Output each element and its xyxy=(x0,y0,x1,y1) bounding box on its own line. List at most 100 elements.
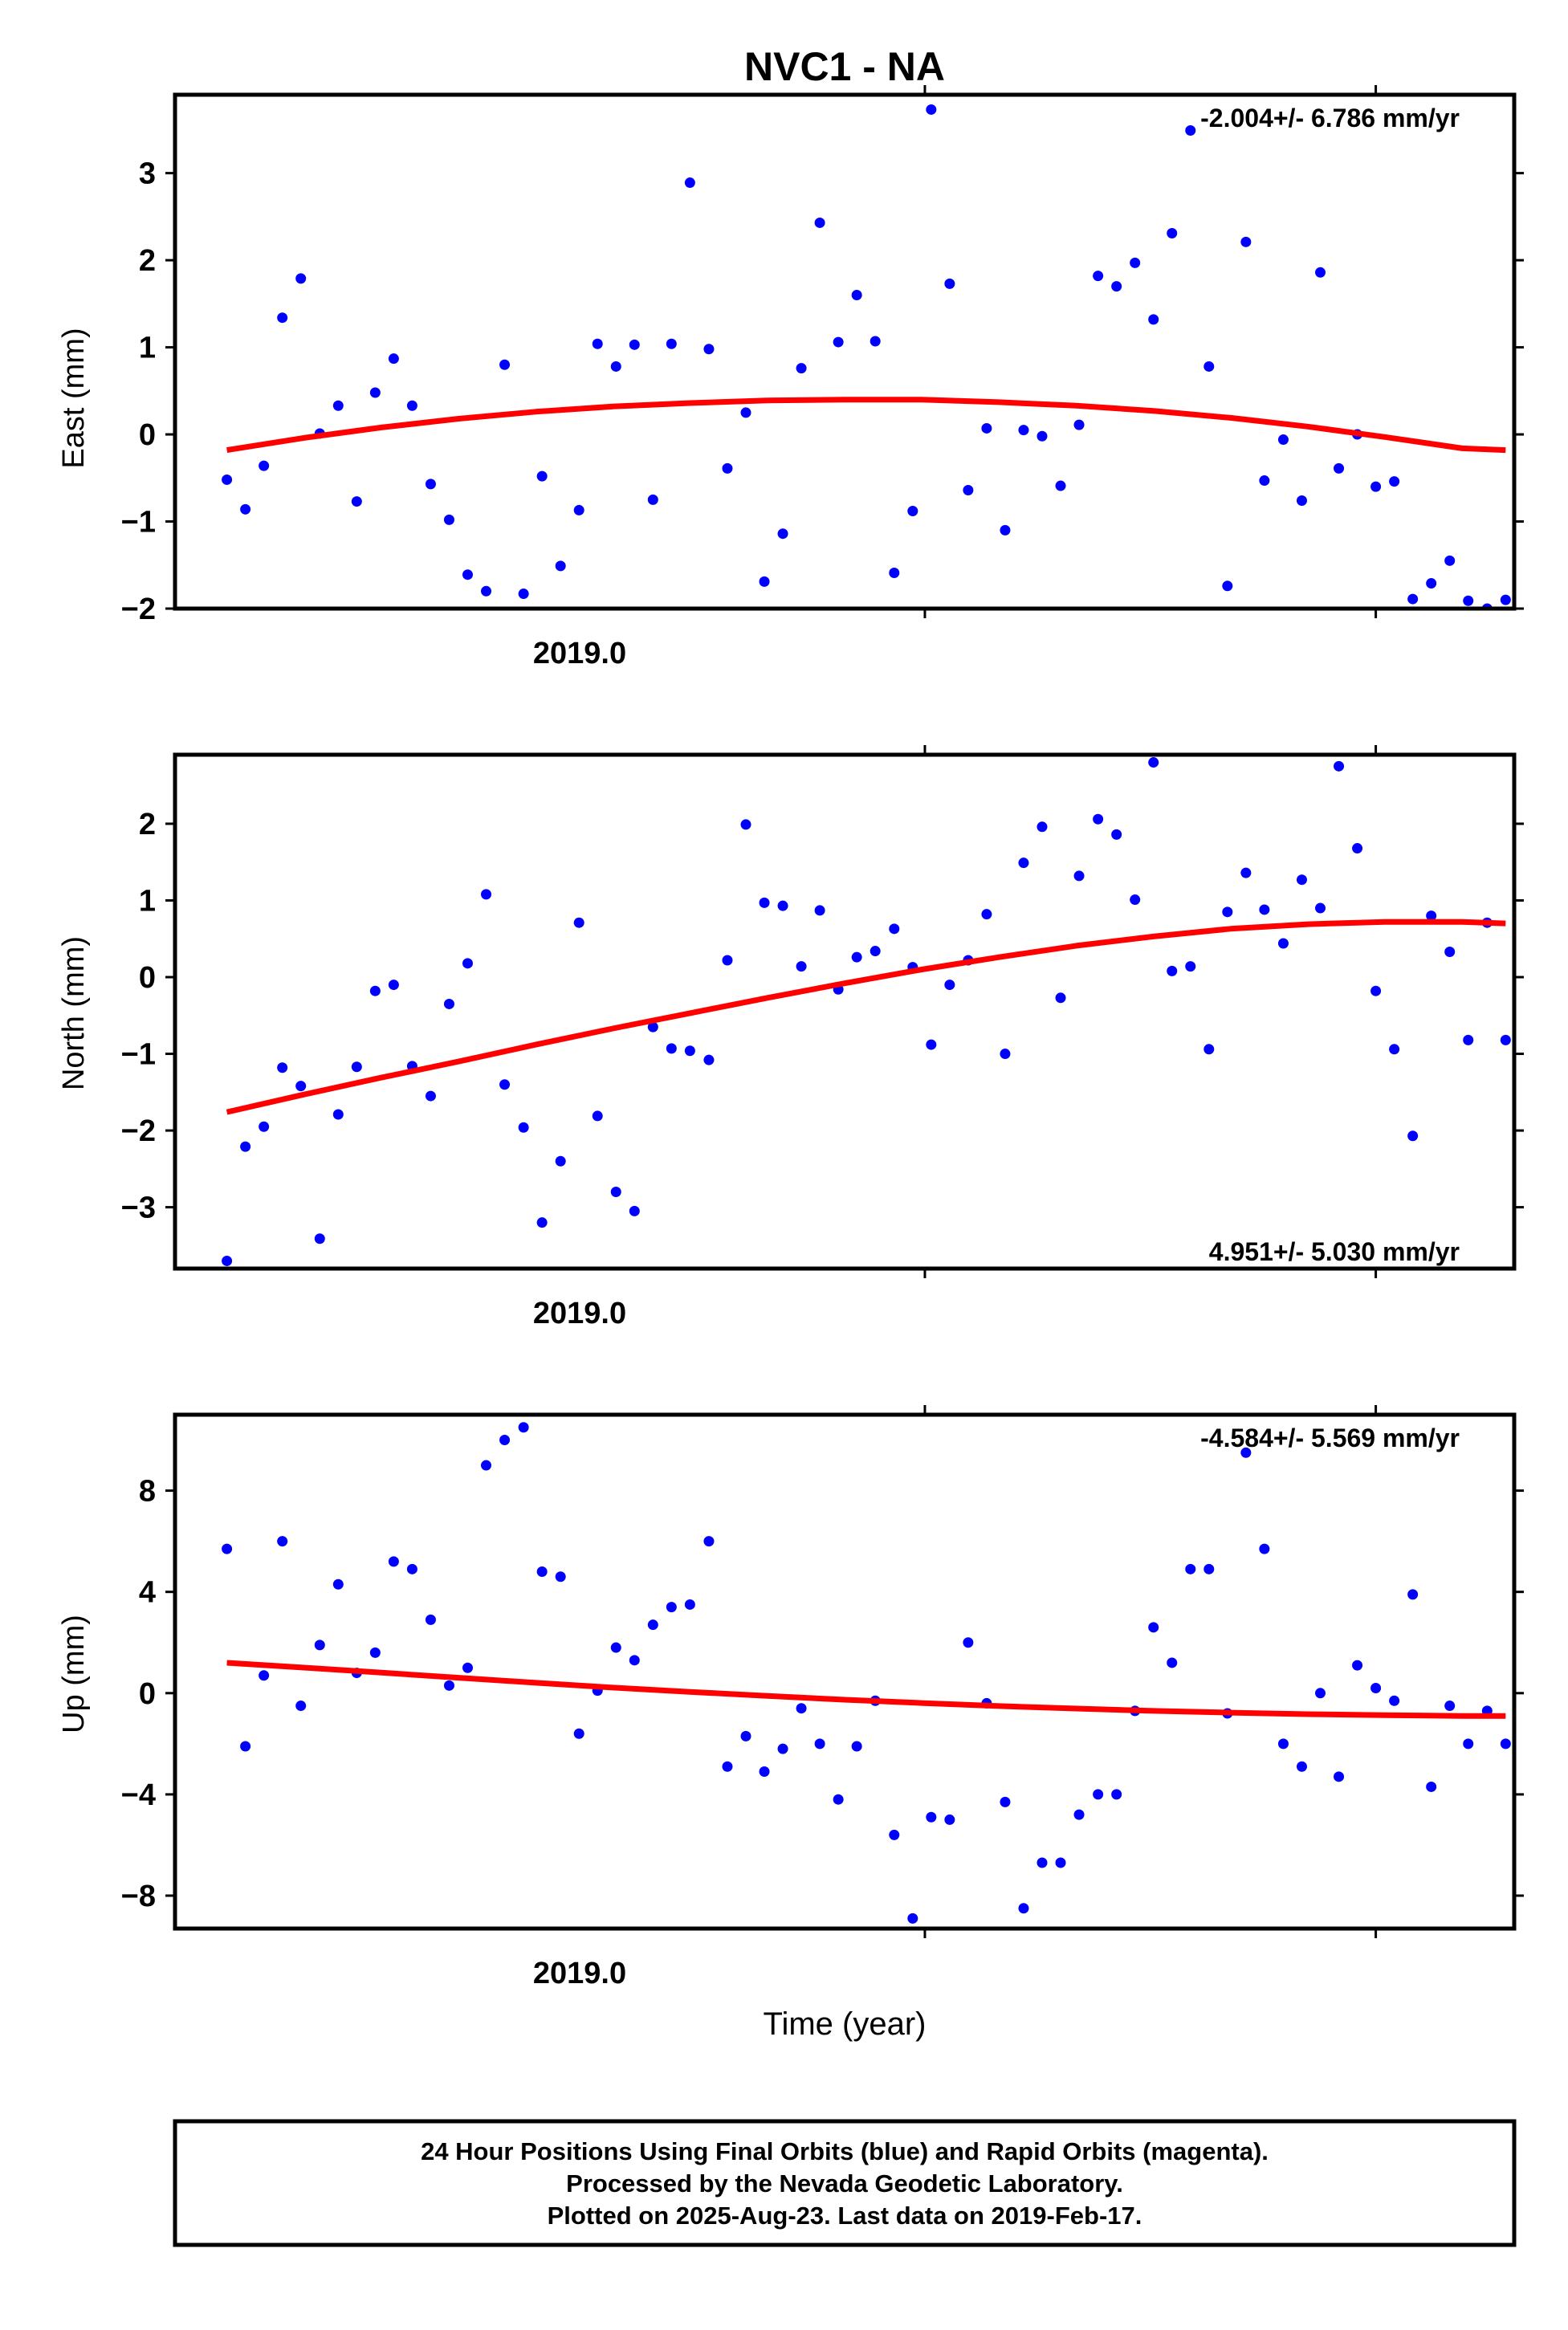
up-data-point xyxy=(314,1640,325,1651)
east-data-point xyxy=(518,589,529,600)
north-data-point xyxy=(1277,938,1289,949)
north-data-point xyxy=(592,1110,603,1122)
north-data-point xyxy=(369,985,381,996)
up-data-point xyxy=(369,1647,381,1658)
east-data-point xyxy=(240,503,251,515)
up-data-point xyxy=(629,1655,640,1666)
east-panel: East (mm) −2 −1 0 1 2 3 -2.004+/- 6.786 mm/yr… xyxy=(57,85,1524,670)
east-data-point xyxy=(851,289,862,300)
footer-frame xyxy=(173,2119,1517,2247)
up-data-point xyxy=(777,1743,788,1754)
up-data-point xyxy=(1000,1796,1011,1807)
east-data-point xyxy=(592,338,603,349)
up-data-point xyxy=(240,1741,251,1752)
north-data-point xyxy=(314,1233,325,1244)
up-data-point xyxy=(851,1741,862,1752)
up-data-point xyxy=(1277,1738,1289,1750)
north-data-point xyxy=(351,1061,362,1073)
up-data-point xyxy=(425,1614,436,1625)
north-y-axis-label: North (mm) xyxy=(57,936,91,1090)
east-y-tick-label: 2 xyxy=(139,244,156,278)
east-data-point xyxy=(573,504,584,515)
north-data-point xyxy=(796,961,807,972)
footer-line-1: 24 Hour Positions Using Final Orbits (bl… xyxy=(421,2137,1269,2165)
up-data-point xyxy=(1463,1738,1474,1750)
north-data-point xyxy=(555,1155,566,1167)
up-data-point xyxy=(481,1460,492,1471)
east-data-point xyxy=(425,479,436,490)
up-data-point xyxy=(1389,1695,1400,1706)
up-data-point xyxy=(1240,1447,1252,1458)
east-data-point xyxy=(740,407,751,418)
up-data-point xyxy=(518,1422,529,1433)
east-y-tick-label: −2 xyxy=(121,593,156,626)
east-data-point xyxy=(1073,419,1085,430)
up-data-point xyxy=(1444,1701,1456,1712)
east-y-tick-label: −1 xyxy=(121,506,156,540)
east-data-point xyxy=(351,496,362,507)
up-data-point xyxy=(1259,1543,1270,1554)
up-data-point xyxy=(277,1536,288,1547)
north-data-point xyxy=(1370,985,1382,996)
east-data-point xyxy=(1093,271,1104,282)
up-y-tick-label: −8 xyxy=(121,1880,156,1913)
east-data-point xyxy=(332,400,344,411)
east-data-point xyxy=(870,336,881,347)
up-data-point xyxy=(1185,1563,1196,1574)
east-y-tick-label: 1 xyxy=(139,332,156,365)
north-data-point xyxy=(1093,813,1104,825)
east-data-point xyxy=(777,528,788,540)
up-data-point xyxy=(1334,1771,1345,1782)
east-data-point xyxy=(610,360,621,372)
up-data-point xyxy=(907,1912,918,1924)
up-data-point xyxy=(833,1794,844,1805)
north-data-point xyxy=(518,1122,529,1133)
east-fit-curve xyxy=(226,397,1506,454)
east-data-point xyxy=(536,470,548,482)
east-y-axis-label: East (mm) xyxy=(57,328,91,468)
east-data-point xyxy=(1240,236,1252,247)
footer: 24 Hour Positions Using Final Orbits (bl… xyxy=(173,2119,1517,2247)
up-rate-label: -4.584+/- 5.569 mm/yr xyxy=(1200,1424,1460,1452)
east-data-point xyxy=(388,353,399,365)
north-data-point xyxy=(889,923,900,935)
east-data-point xyxy=(481,585,492,597)
north-data-point xyxy=(1407,1130,1419,1142)
east-data-point xyxy=(1222,580,1233,592)
east-data-point xyxy=(1111,281,1122,292)
up-data-point xyxy=(740,1730,751,1741)
up-data-point xyxy=(406,1563,417,1574)
north-data-point xyxy=(1500,1034,1511,1045)
up-data-point xyxy=(1111,1789,1122,1800)
up-data-point xyxy=(259,1670,270,1681)
east-data-point xyxy=(1259,475,1270,487)
east-data-point xyxy=(1185,124,1196,136)
north-data-point xyxy=(1334,760,1345,772)
north-rate-label: 4.951+/- 5.030 mm/yr xyxy=(1209,1237,1460,1266)
east-data-point xyxy=(759,576,770,587)
up-panel: Up (mm) −8 −4 0 4 8 -4.584+/- 5.569 mm/yr 20… xyxy=(57,1405,1524,1990)
north-data-point xyxy=(481,889,492,900)
footer-line-3: Plotted on 2025-Aug-23. Last data on 201… xyxy=(548,2202,1142,2230)
up-data-point xyxy=(666,1602,677,1613)
north-data-point xyxy=(610,1186,621,1197)
north-data-point xyxy=(666,1043,677,1054)
east-data-point xyxy=(1203,360,1215,372)
up-data-point xyxy=(1296,1761,1307,1772)
up-data-point xyxy=(222,1543,233,1554)
north-data-point xyxy=(462,958,473,969)
east-data-point xyxy=(1315,267,1326,278)
up-data-point xyxy=(796,1703,807,1714)
up-data-point xyxy=(1073,1809,1085,1820)
north-data-point xyxy=(1111,829,1122,840)
east-data-point xyxy=(369,387,381,398)
up-data-point xyxy=(573,1728,584,1739)
east-data-point xyxy=(889,568,900,579)
north-data-point xyxy=(1296,874,1307,886)
north-data-point xyxy=(647,1021,658,1033)
east-data-point xyxy=(1167,227,1178,238)
x-axis-label: Time (year) xyxy=(764,2006,927,2042)
east-data-point xyxy=(907,506,918,517)
east-data-point xyxy=(1000,524,1011,536)
up-x-tick-label: 2019.0 xyxy=(533,1957,626,1990)
